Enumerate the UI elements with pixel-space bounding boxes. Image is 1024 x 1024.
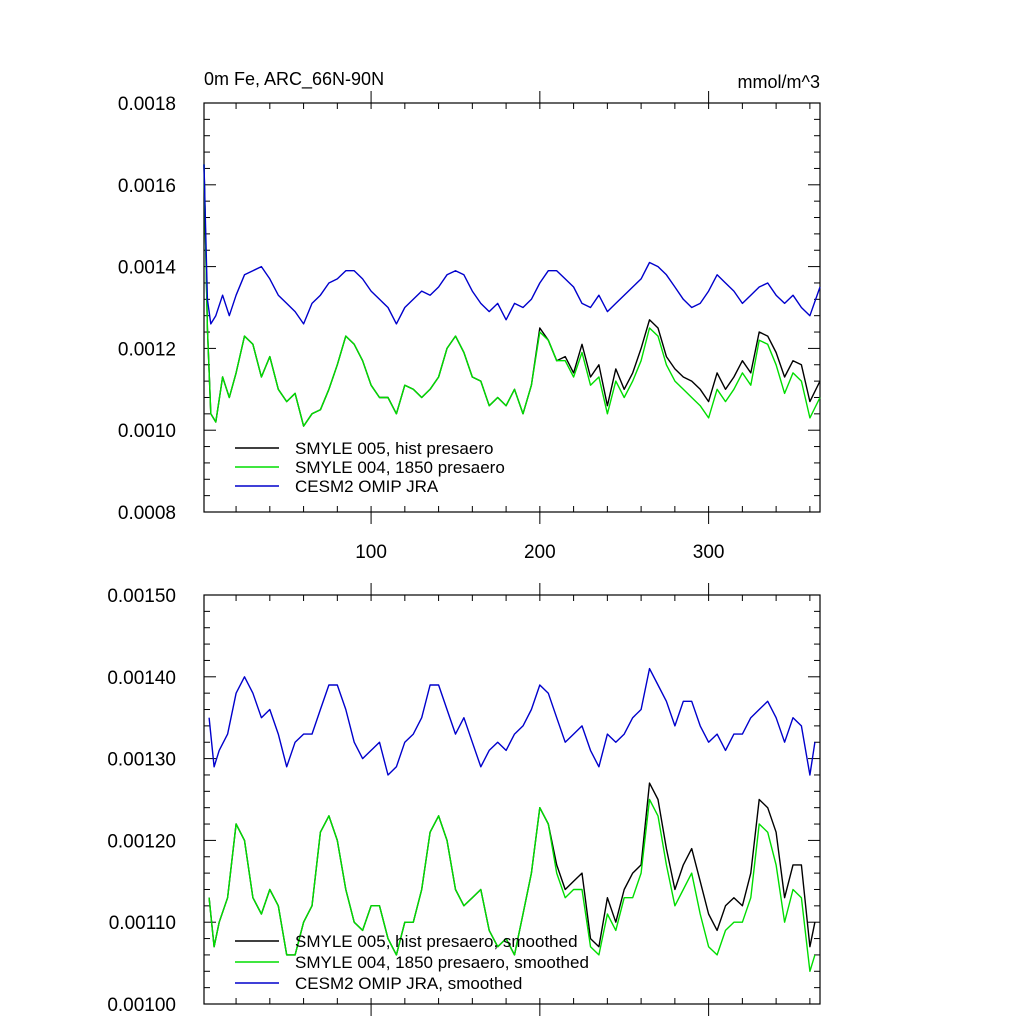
y-tick-label: 0.00120 <box>107 831 176 852</box>
legend-label: SMYLE 004, 1850 presaero <box>295 458 505 477</box>
series-line <box>208 798 816 972</box>
y-tick-label: 0.0018 <box>118 94 176 115</box>
y-tick-label: 0.00140 <box>107 668 176 689</box>
y-tick-label: 0.0012 <box>118 339 176 360</box>
units-label: mmol/m^3 <box>738 72 820 92</box>
series-line <box>203 164 821 427</box>
y-tick-label: 0.0008 <box>118 503 176 524</box>
legend-label: CESM2 OMIP JRA <box>295 477 439 496</box>
y-tick-label: 0.00130 <box>107 750 176 771</box>
legend-label: SMYLE 005, hist presaero <box>295 439 493 458</box>
plot-frame <box>203 102 821 513</box>
legend-label: CESM2 OMIP JRA, smoothed <box>295 974 522 993</box>
y-tick-label: 0.00100 <box>107 995 176 1016</box>
series-line <box>208 667 816 776</box>
x-tick-label: 200 <box>524 542 556 563</box>
legend-label: SMYLE 004, 1850 presaero, smoothed <box>295 953 589 972</box>
plot-frame <box>203 594 821 1005</box>
series-line <box>203 164 821 427</box>
series-line <box>208 782 816 956</box>
y-tick-label: 0.0016 <box>118 176 176 197</box>
series-line <box>203 164 821 325</box>
bottom-chart-panel: 0.00100 0.00110 0.00120 0.00130 0.00140 0.001… <box>107 583 821 1016</box>
y-tick-label: 0.00150 <box>107 586 176 607</box>
x-tick-label: 300 <box>693 542 725 563</box>
x-tick-label: 100 <box>355 542 387 563</box>
y-tick-label: 0.0014 <box>118 258 177 279</box>
y-tick-label: 0.00110 <box>109 913 176 934</box>
legend-label: SMYLE 005, hist presaero, smoothed <box>295 932 578 951</box>
figure-title: 0m Fe, ARC_66N-90N <box>204 69 384 90</box>
y-tick-label: 0.0010 <box>118 421 176 442</box>
top-chart-panel: 0.0008 0.0010 0.0012 0.0014 0.0016 0.0018 100 2… <box>118 91 821 563</box>
